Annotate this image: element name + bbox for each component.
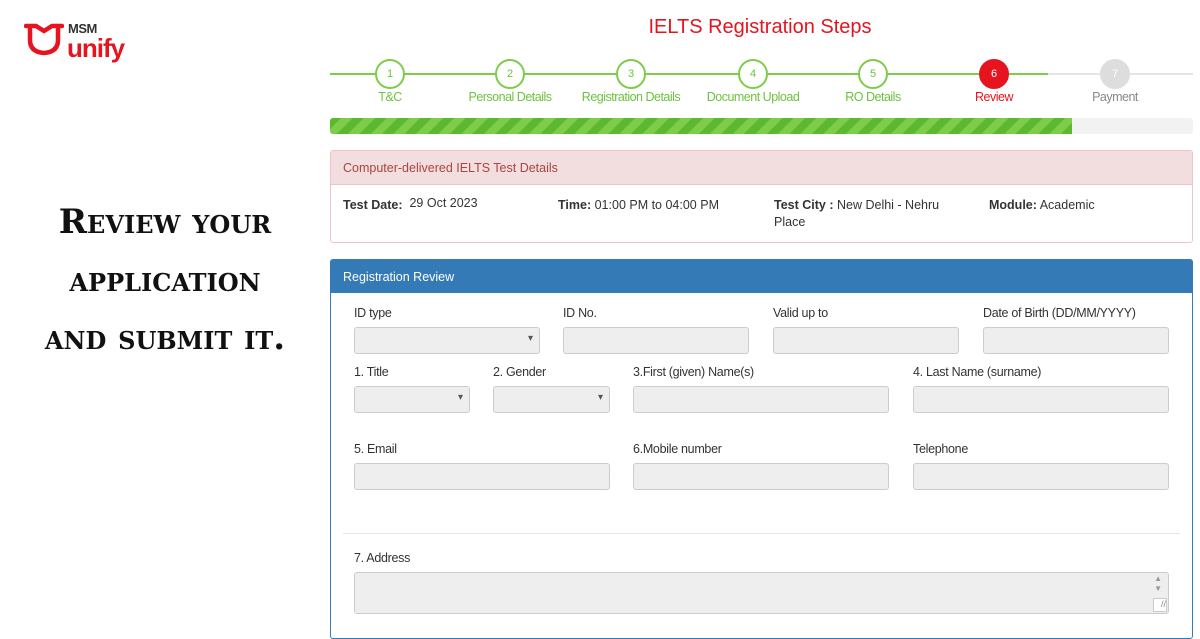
test-date: Test Date: 29 Oct 2023 bbox=[343, 196, 478, 214]
tagline-line: and submit it. bbox=[44, 318, 286, 358]
logo-top-text: MSM bbox=[68, 21, 97, 36]
test-city: Test City : New Delhi - Nehru Place bbox=[774, 197, 964, 231]
step-3-circle[interactable]: 3 bbox=[616, 59, 646, 89]
id-type-label: ID type bbox=[354, 306, 392, 320]
valid-input[interactable] bbox=[773, 327, 959, 354]
tagline-line: Review your bbox=[58, 202, 272, 242]
tagline: Review your application and submit it. bbox=[20, 193, 310, 367]
last-label: 4. Last Name (surname) bbox=[913, 365, 1042, 379]
test-module-value: Academic bbox=[1039, 198, 1095, 212]
resize-handle-icon[interactable]: // bbox=[1153, 598, 1167, 612]
id-no-label: ID No. bbox=[563, 306, 597, 320]
test-time: Time: 01:00 PM to 04:00 PM bbox=[558, 197, 719, 214]
last-input[interactable] bbox=[913, 386, 1169, 413]
page-title: IELTS Registration Steps bbox=[648, 16, 872, 38]
test-time-value: 01:00 PM to 04:00 PM bbox=[594, 198, 719, 212]
test-details-header: Computer-delivered IELTS Test Details bbox=[331, 151, 1192, 185]
test-time-label: Time: bbox=[558, 198, 592, 212]
first-label: 3.First (given) Name(s) bbox=[633, 365, 754, 379]
test-city-label: Test City : bbox=[774, 198, 834, 212]
gender-select[interactable] bbox=[493, 386, 610, 413]
gender-label: 2. Gender bbox=[493, 365, 546, 379]
step-6-circle[interactable]: 6 bbox=[979, 59, 1009, 89]
step-3-label[interactable]: Registration Details bbox=[581, 90, 681, 104]
progress-bar bbox=[330, 118, 1193, 134]
logo-shield-icon bbox=[23, 23, 65, 56]
step-4-label[interactable]: Document Upload bbox=[706, 90, 800, 104]
title-select[interactable] bbox=[354, 386, 470, 413]
progress-fill bbox=[330, 118, 1073, 134]
test-city-value: New Delhi - Nehru Place bbox=[774, 198, 940, 229]
address-textarea[interactable]: ▲ ▼ // bbox=[354, 572, 1169, 614]
title-label: 1. Title bbox=[354, 365, 389, 379]
step-2-label[interactable]: Personal Details bbox=[468, 90, 552, 104]
step-4-circle[interactable]: 4 bbox=[738, 59, 768, 89]
step-7-label[interactable]: Payment bbox=[1092, 90, 1138, 104]
step-5-label[interactable]: RO Details bbox=[845, 90, 901, 104]
registration-review-header: Registration Review bbox=[331, 260, 1192, 293]
id-no-input[interactable] bbox=[563, 327, 749, 354]
address-label: 7. Address bbox=[354, 551, 411, 565]
step-7-circle[interactable]: 7 bbox=[1100, 59, 1130, 89]
test-module: Module: Academic bbox=[989, 197, 1095, 214]
mobile-input[interactable] bbox=[633, 463, 889, 490]
scroll-arrows-icon[interactable]: ▲ ▼ bbox=[1154, 574, 1162, 593]
stepper-line-done bbox=[330, 73, 1048, 75]
test-details-panel: Computer-delivered IELTS Test Details Te… bbox=[330, 150, 1193, 243]
msm-unify-logo: MSM unify bbox=[23, 21, 134, 64]
dob-input[interactable] bbox=[983, 327, 1169, 354]
valid-label: Valid up to bbox=[773, 306, 828, 320]
tagline-line: application bbox=[69, 260, 261, 300]
email-label: 5. Email bbox=[354, 442, 397, 456]
step-5-circle[interactable]: 5 bbox=[858, 59, 888, 89]
step-2-circle[interactable]: 2 bbox=[495, 59, 525, 89]
mobile-label: 6.Mobile number bbox=[633, 442, 722, 456]
test-date-value: 29 Oct 2023 bbox=[409, 196, 478, 210]
id-type-select[interactable] bbox=[354, 327, 540, 354]
dob-label: Date of Birth (DD/MM/YYYY) bbox=[983, 306, 1136, 320]
tel-input[interactable] bbox=[913, 463, 1169, 490]
logo-bottom-text: unify bbox=[67, 33, 125, 63]
step-1-circle[interactable]: 1 bbox=[375, 59, 405, 89]
email-input[interactable] bbox=[354, 463, 610, 490]
tel-label: Telephone bbox=[913, 442, 968, 456]
step-6-label[interactable]: Review bbox=[975, 90, 1014, 104]
divider bbox=[343, 533, 1180, 534]
test-module-label: Module: bbox=[989, 198, 1037, 212]
step-1-label[interactable]: T&C bbox=[378, 90, 402, 104]
first-input[interactable] bbox=[633, 386, 889, 413]
test-date-label: Test Date: bbox=[343, 198, 403, 212]
